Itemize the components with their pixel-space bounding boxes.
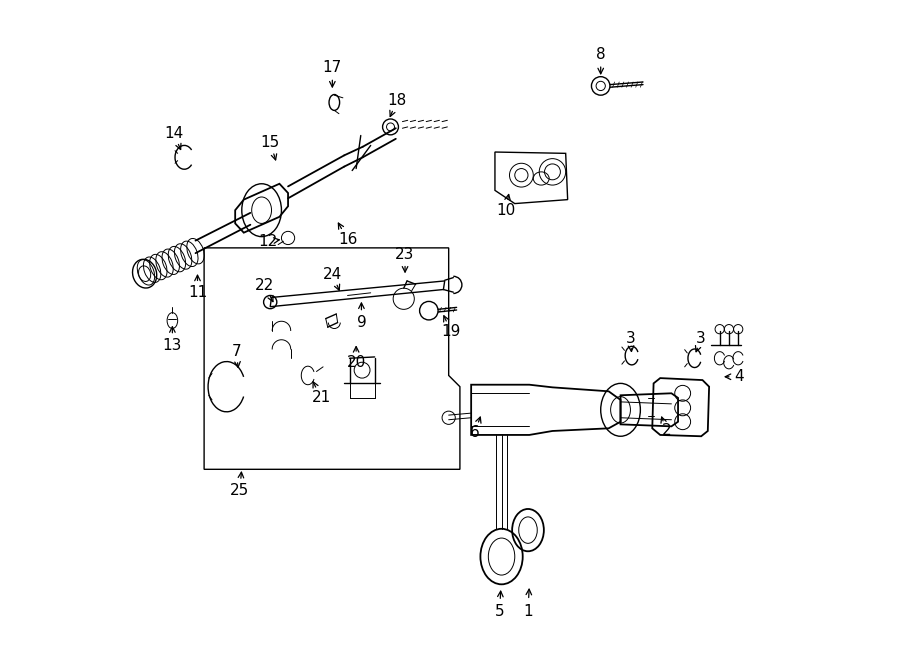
Text: 12: 12 [258, 234, 278, 249]
Text: 25: 25 [230, 483, 249, 498]
Text: 8: 8 [596, 47, 606, 61]
Text: 11: 11 [188, 285, 207, 299]
Text: 13: 13 [163, 338, 182, 352]
Text: 17: 17 [323, 60, 342, 75]
Text: 3: 3 [626, 331, 635, 346]
Text: 23: 23 [395, 247, 415, 262]
Text: 4: 4 [734, 369, 744, 384]
Text: 14: 14 [164, 126, 184, 141]
Text: 5: 5 [495, 604, 504, 619]
Text: 1: 1 [523, 604, 533, 619]
Text: 20: 20 [346, 355, 365, 369]
Text: 21: 21 [311, 391, 330, 405]
Text: 2: 2 [662, 424, 671, 438]
Text: 7: 7 [231, 344, 241, 359]
Text: 19: 19 [442, 325, 461, 339]
Text: 18: 18 [388, 93, 407, 108]
Text: 24: 24 [323, 267, 342, 282]
Text: 15: 15 [261, 135, 280, 149]
Text: 16: 16 [338, 232, 357, 247]
Text: 22: 22 [256, 278, 274, 293]
Text: 3: 3 [697, 331, 706, 346]
Text: 6: 6 [470, 426, 480, 440]
Text: 9: 9 [356, 315, 366, 330]
Text: 10: 10 [496, 203, 515, 217]
